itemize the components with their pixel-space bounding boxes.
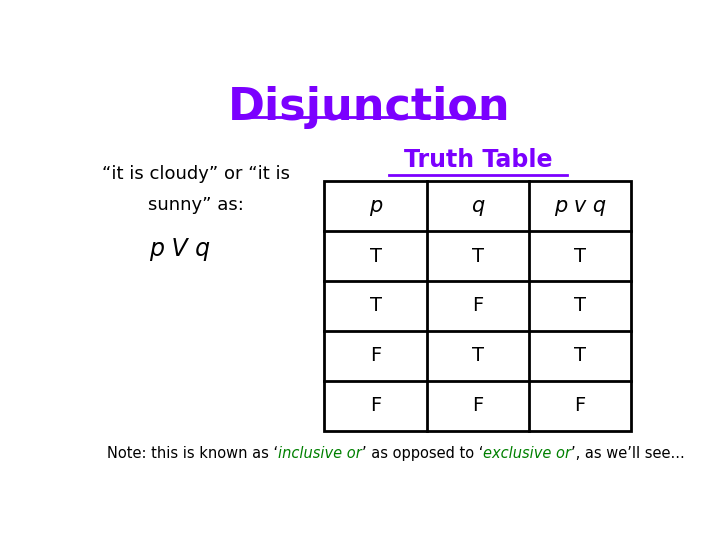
- Text: F: F: [575, 396, 586, 415]
- Text: “it is cloudy” or “it is: “it is cloudy” or “it is: [102, 165, 290, 183]
- Text: ’, as we’ll see...: ’, as we’ll see...: [571, 446, 685, 461]
- Text: F: F: [370, 396, 381, 415]
- Text: T: T: [369, 296, 382, 315]
- Text: ’ as opposed to ‘: ’ as opposed to ‘: [361, 446, 483, 461]
- Text: T: T: [472, 346, 484, 366]
- Text: p V q: p V q: [149, 238, 210, 261]
- Text: q: q: [471, 196, 485, 216]
- Text: T: T: [574, 247, 586, 266]
- Text: sunny” as:: sunny” as:: [148, 196, 244, 214]
- Text: F: F: [472, 296, 483, 315]
- Text: p: p: [369, 196, 382, 216]
- Text: Disjunction: Disjunction: [228, 85, 510, 129]
- Text: T: T: [574, 346, 586, 366]
- Text: F: F: [370, 346, 381, 366]
- Text: T: T: [574, 296, 586, 315]
- Bar: [324, 181, 631, 431]
- Text: Note: this is known as ‘: Note: this is known as ‘: [107, 446, 278, 461]
- Text: T: T: [472, 247, 484, 266]
- Text: T: T: [369, 247, 382, 266]
- Text: p v q: p v q: [554, 196, 606, 216]
- Text: inclusive or: inclusive or: [278, 446, 361, 461]
- Text: exclusive or: exclusive or: [483, 446, 571, 461]
- Text: Truth Table: Truth Table: [403, 148, 552, 172]
- Text: F: F: [472, 396, 483, 415]
